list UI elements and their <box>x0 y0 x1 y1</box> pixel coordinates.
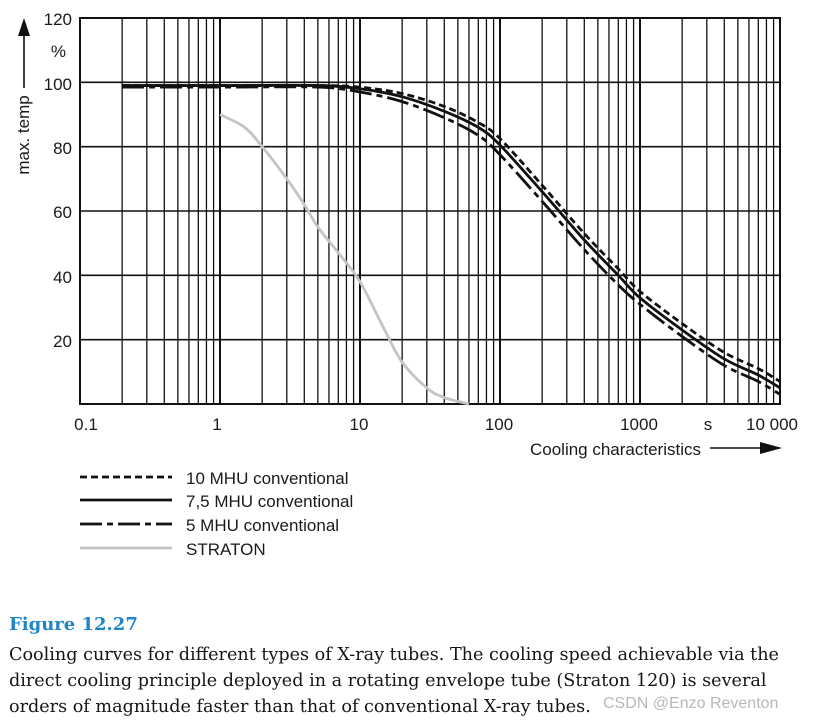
watermark: CSDN @Enzo Reventon <box>603 695 779 712</box>
series-line-straton <box>219 113 470 406</box>
figure-caption-text: Cooling curves for different types of X-… <box>9 645 779 717</box>
grid-lines <box>80 18 780 404</box>
x-tick-100: 100 <box>485 415 513 434</box>
x-unit-seconds: s <box>704 415 713 434</box>
x-axis-title: Cooling characteristics <box>530 440 701 459</box>
y-tick-60: 60 <box>53 203 72 222</box>
y-tick-20: 20 <box>53 332 72 351</box>
figure-caption: Figure 12.27 Cooling curves for differen… <box>9 612 809 720</box>
y-unit-percent: % <box>51 42 66 61</box>
y-tick-120: 120 <box>44 10 72 29</box>
y-tick-100: 100 <box>44 75 72 94</box>
cooling-chart: 120 % 100 80 60 40 20 max. temp 0.1 1 10… <box>14 10 798 559</box>
plot-frame <box>79 17 781 405</box>
y-tick-40: 40 <box>53 268 72 287</box>
y-axis-title: max. temp <box>14 95 33 174</box>
legend-label-7-5mhu: 7,5 MHU conventional <box>186 492 353 511</box>
figure-label: Figure 12.27 <box>9 614 138 635</box>
legend-label-straton: STRATON <box>186 540 266 559</box>
legend-label-5mhu: 5 MHU conventional <box>186 516 339 535</box>
series-line-5-mhu-conventional <box>122 85 781 396</box>
legend-label-10mhu: 10 MHU conventional <box>186 469 349 488</box>
x-axis-arrowhead <box>760 442 782 454</box>
legend: 10 MHU conventional 7,5 MHU conventional… <box>80 469 353 559</box>
x-tick-1: 1 <box>212 415 221 434</box>
series-line-7-5-mhu-conventional <box>122 83 781 390</box>
x-tick-1000: 1000 <box>620 415 658 434</box>
y-tick-80: 80 <box>53 139 72 158</box>
series-curves <box>122 83 781 406</box>
x-tick-10000: 10 000 <box>746 415 798 434</box>
x-tick-10: 10 <box>350 415 369 434</box>
x-tick-0.1: 0.1 <box>74 415 98 434</box>
y-axis-arrowhead <box>18 18 30 36</box>
